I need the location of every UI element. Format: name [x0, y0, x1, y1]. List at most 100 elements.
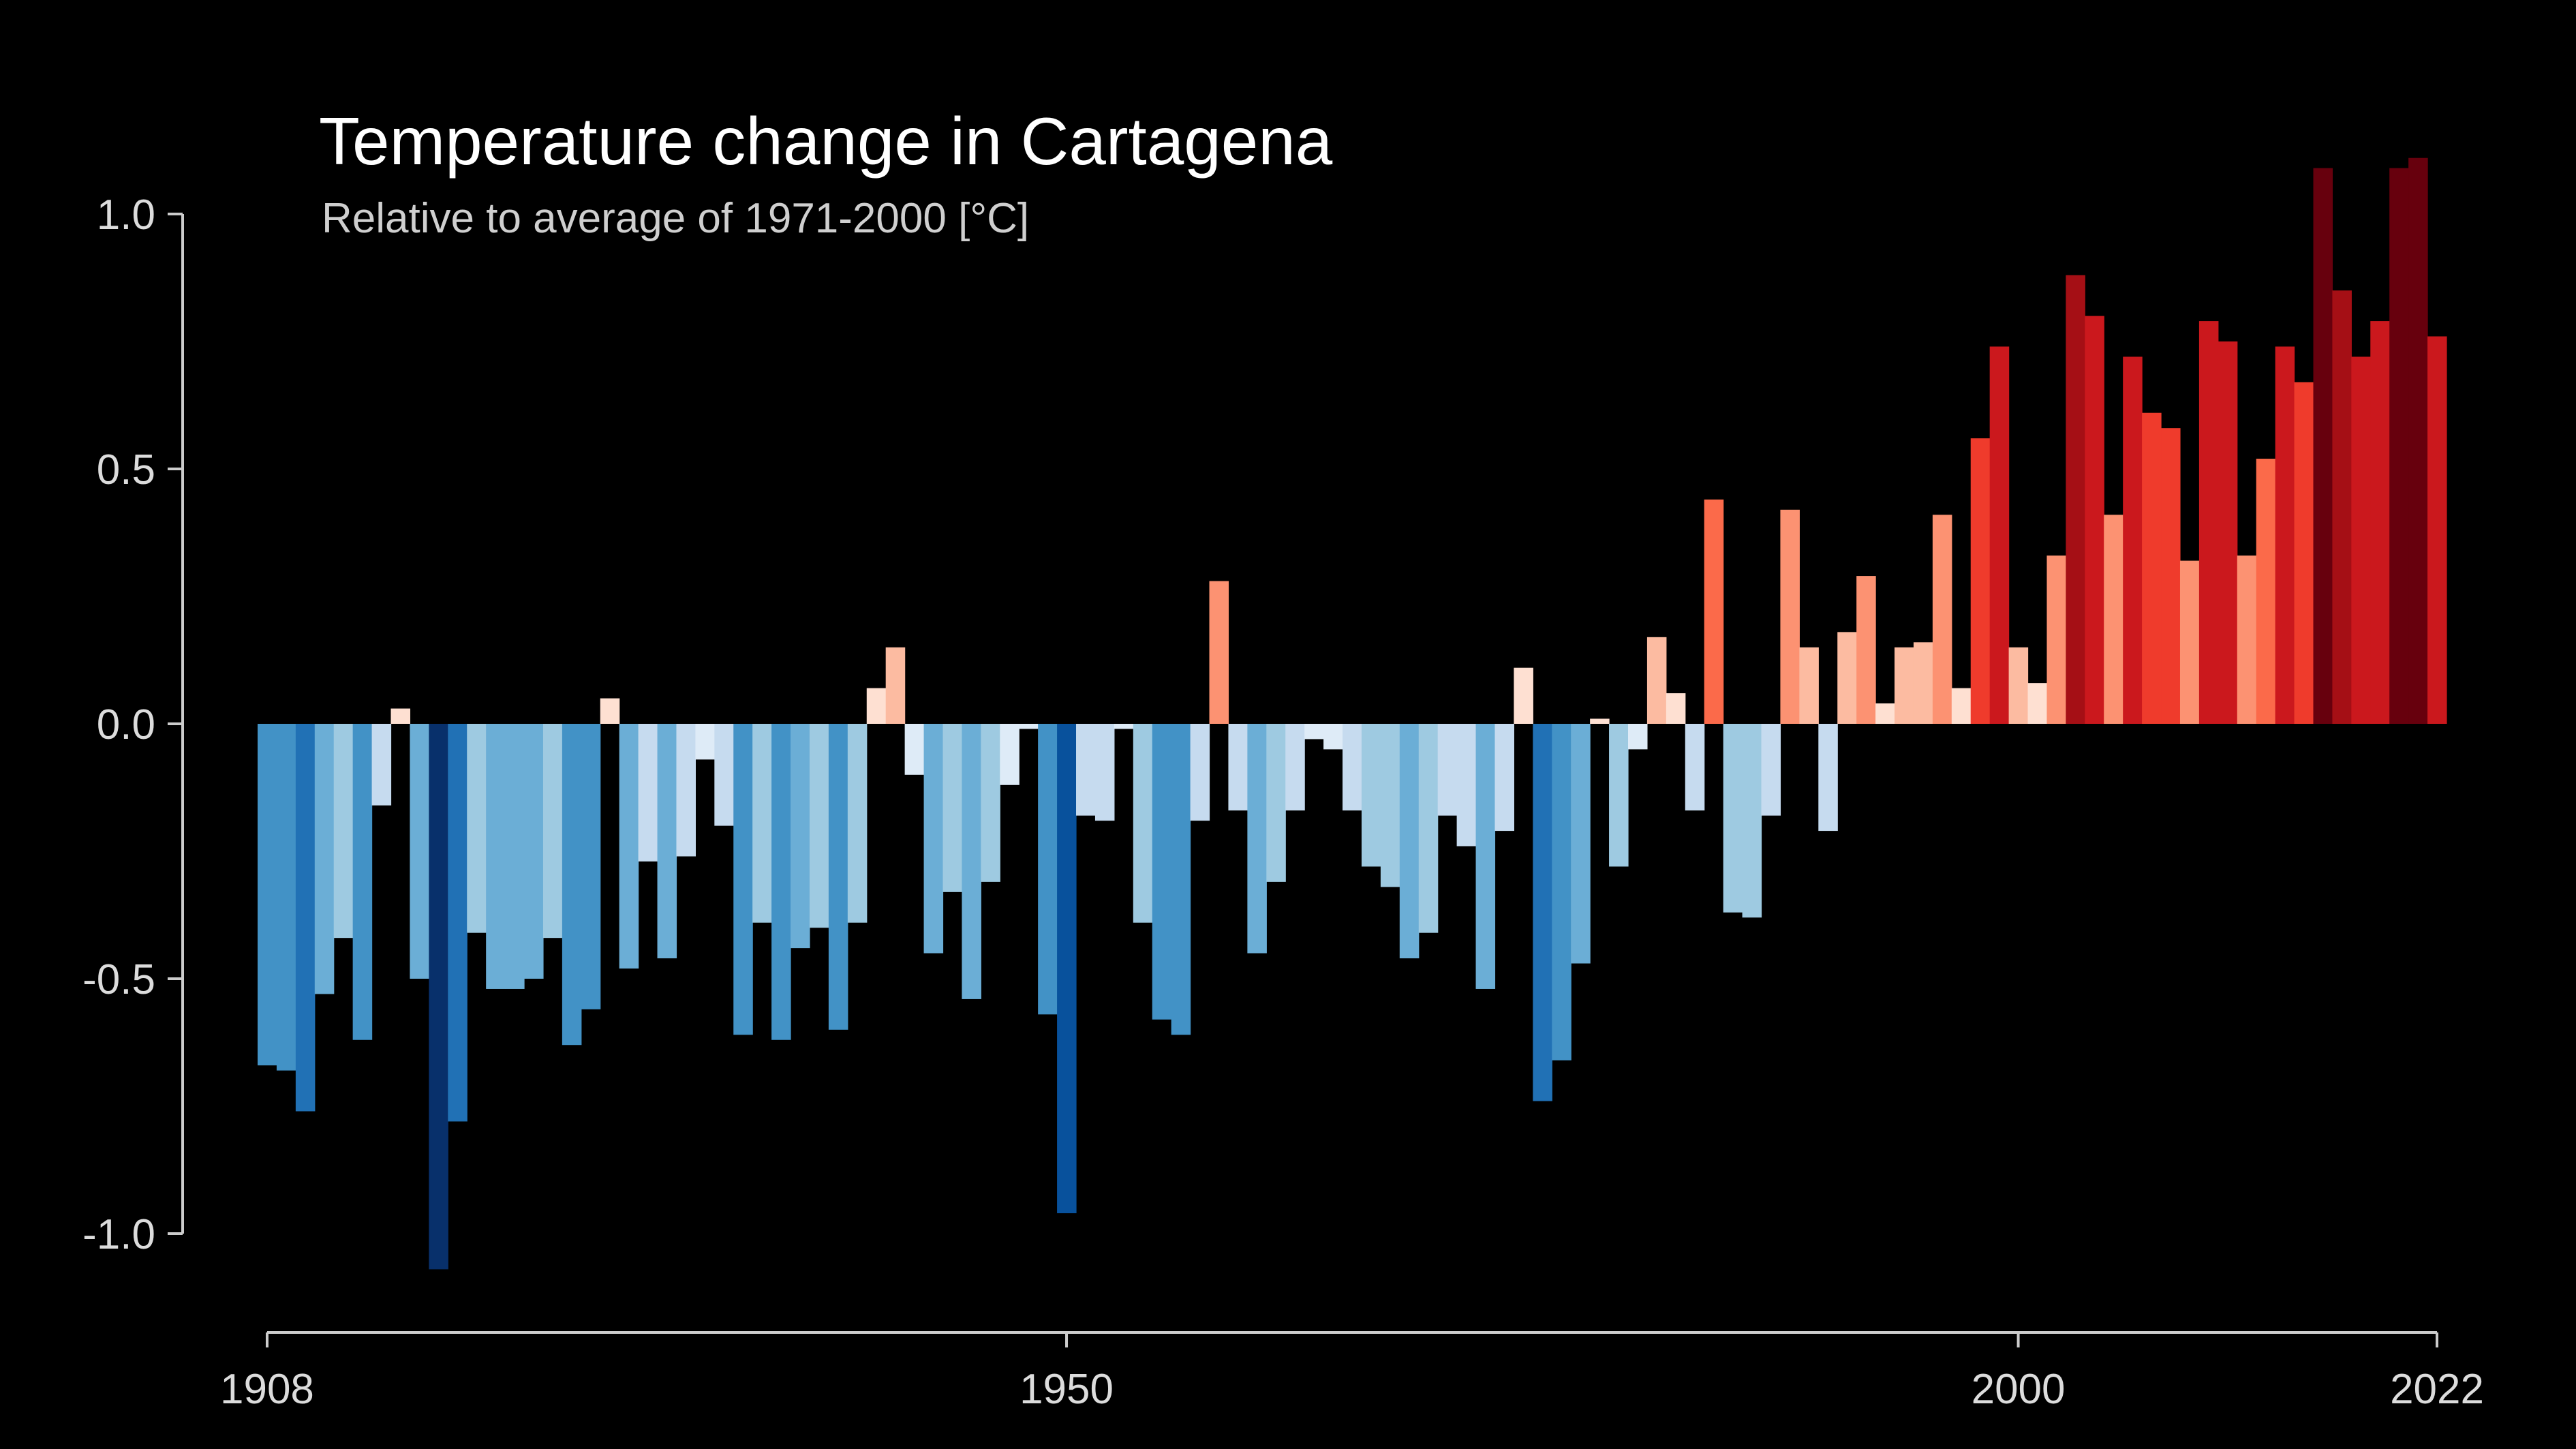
bar-1953 [1114, 724, 1134, 729]
bar-1965 [1343, 724, 1362, 811]
bar-1960 [1247, 724, 1267, 954]
bar-2019 [2370, 321, 2390, 724]
bar-1911 [314, 724, 335, 994]
y-tick-label: 0.5 [97, 446, 155, 493]
bar-2006 [2123, 356, 2143, 724]
bar-1954 [1133, 724, 1153, 923]
bar-1973 [1494, 724, 1515, 832]
chart-title: Temperature change in Cartagena [319, 104, 1333, 179]
bar-1910 [295, 724, 316, 1112]
y-tick-label: -0.5 [82, 956, 155, 1003]
bar-1997 [1951, 688, 1972, 724]
bar-1945 [962, 724, 981, 999]
bar-1979 [1609, 724, 1629, 867]
bar-1981 [1646, 637, 1667, 724]
bar-2016 [2313, 168, 2333, 724]
bar-1913 [352, 724, 373, 1040]
bar-1935 [771, 724, 791, 1040]
bar-series [258, 157, 2447, 1270]
bar-2014 [2275, 346, 2295, 724]
bar-1938 [828, 724, 848, 1030]
bar-1971 [1456, 724, 1477, 846]
bar-1964 [1323, 724, 1343, 750]
bar-1930 [676, 724, 696, 857]
bar-1992 [1856, 576, 1876, 724]
bar-1957 [1190, 724, 1210, 821]
y-axis: 1.0 0.5 0.0 -0.5 -1.0 [82, 192, 184, 1258]
bar-1948 [1019, 724, 1039, 729]
bar-1975 [1533, 724, 1552, 1101]
bar-1937 [809, 724, 829, 928]
bar-1967 [1380, 724, 1400, 887]
bar-1946 [981, 724, 1000, 882]
bar-1993 [1875, 703, 1895, 724]
bar-1959 [1228, 724, 1248, 811]
bar-1984 [1704, 499, 1724, 724]
bar-2011 [2218, 341, 2238, 724]
bar-1962 [1285, 724, 1305, 811]
bar-1936 [791, 724, 810, 949]
bar-1988 [1780, 509, 1800, 724]
bar-1924 [562, 724, 582, 1046]
bar-2007 [2142, 412, 2162, 724]
bar-1926 [600, 698, 620, 724]
bar-1940 [866, 688, 887, 724]
bar-1931 [695, 724, 715, 760]
bar-1966 [1361, 724, 1381, 867]
bar-1922 [524, 724, 544, 979]
bar-1974 [1514, 667, 1533, 724]
bar-1987 [1761, 724, 1781, 816]
bar-1915 [390, 708, 411, 724]
chart-subtitle: Relative to average of 1971-2000 [°C] [322, 195, 1030, 242]
bar-1934 [752, 724, 772, 923]
bar-1947 [1000, 724, 1019, 785]
bar-2021 [2408, 157, 2428, 724]
bar-1996 [1932, 515, 1952, 724]
bar-1943 [923, 724, 944, 954]
bar-2022 [2427, 336, 2447, 724]
bar-1929 [657, 724, 677, 959]
bar-1921 [505, 724, 525, 989]
bar-1950 [1057, 724, 1077, 1214]
bar-1917 [429, 724, 448, 1270]
bar-1972 [1475, 724, 1496, 989]
bar-1978 [1590, 718, 1610, 724]
x-tick-label: 2022 [2390, 1366, 2484, 1413]
bar-2000 [2008, 647, 2029, 724]
bar-1956 [1171, 724, 1191, 1035]
bar-1976 [1552, 724, 1571, 1061]
bar-1923 [542, 724, 563, 939]
bar-1970 [1437, 724, 1458, 816]
bar-1939 [847, 724, 868, 923]
bar-2015 [2294, 382, 2314, 724]
bar-2013 [2256, 459, 2276, 724]
bar-1963 [1304, 724, 1324, 739]
bar-1941 [885, 647, 906, 724]
bar-1927 [619, 724, 639, 969]
bar-1914 [371, 724, 392, 806]
bar-1918 [448, 724, 467, 1122]
bar-1994 [1895, 647, 1914, 724]
x-tick-label: 1908 [220, 1366, 314, 1413]
bar-2003 [2066, 275, 2085, 724]
bar-1949 [1038, 724, 1058, 1015]
bar-2018 [2351, 356, 2371, 724]
bar-1908 [258, 724, 277, 1066]
bar-1985 [1723, 724, 1743, 913]
x-tick-label: 2000 [1972, 1366, 2066, 1413]
bar-1955 [1152, 724, 1172, 1020]
bar-2020 [2389, 168, 2409, 724]
bar-1951 [1076, 724, 1096, 816]
bar-1995 [1913, 642, 1933, 724]
bar-1925 [581, 724, 601, 1009]
bar-2005 [2104, 515, 2123, 724]
bar-1958 [1209, 581, 1229, 724]
bar-1961 [1266, 724, 1286, 882]
bar-2004 [2085, 316, 2104, 724]
bar-1982 [1666, 693, 1686, 724]
bar-1912 [333, 724, 354, 939]
bar-1983 [1685, 724, 1705, 811]
bar-1989 [1799, 647, 1819, 724]
x-tick-label: 1950 [1019, 1366, 1114, 1413]
bar-2002 [2046, 555, 2066, 724]
